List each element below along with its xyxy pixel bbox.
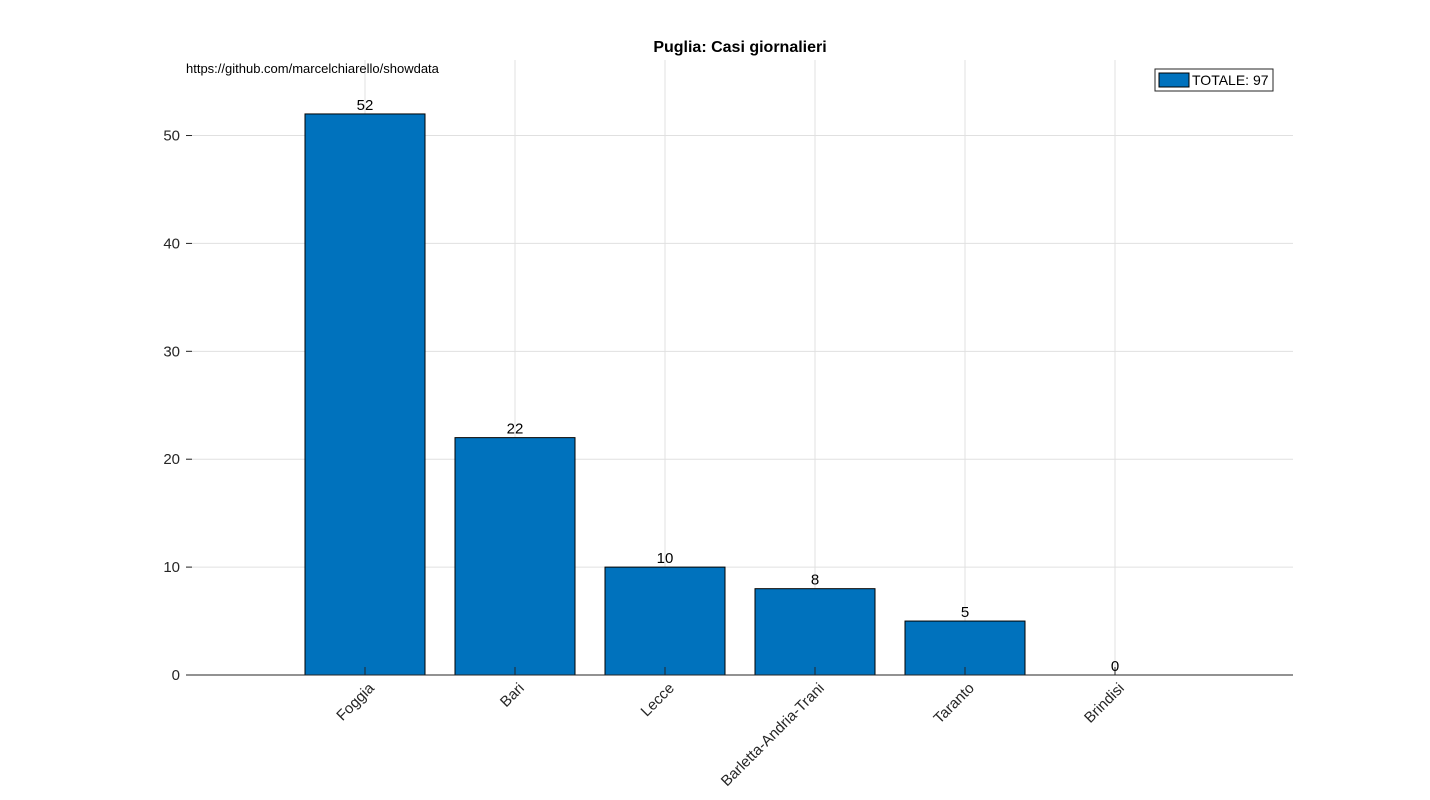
y-tick-label: 30 — [163, 343, 180, 360]
y-tick-label: 10 — [163, 559, 180, 576]
bars-layer — [304, 113, 1026, 676]
y-tick-label: 0 — [172, 667, 180, 684]
bar — [454, 437, 576, 676]
bar-value-label: 0 — [1111, 658, 1119, 675]
bar-value-label: 8 — [811, 572, 819, 589]
x-category-label: Lecce — [638, 680, 678, 720]
x-category-label: Brindisi — [1081, 680, 1128, 727]
bar — [754, 588, 876, 676]
bar — [304, 113, 426, 676]
legend-label: TOTALE: 97 — [1192, 72, 1269, 88]
bar-value-label: 5 — [961, 604, 969, 621]
axes-layer — [186, 135, 1293, 676]
bar-value-label: 52 — [357, 97, 374, 114]
x-category-label: Barletta-Andria-Trani — [718, 680, 828, 790]
legend-swatch — [1158, 72, 1190, 88]
x-category-label: Taranto — [930, 680, 977, 727]
x-category-label: Bari — [497, 680, 528, 711]
y-tick-label: 50 — [163, 128, 180, 145]
y-tick-label: 20 — [163, 451, 180, 468]
chart-title: Puglia: Casi giornalieri — [653, 39, 826, 56]
bar — [904, 620, 1026, 676]
legend: TOTALE: 97 — [1154, 68, 1274, 92]
x-category-label: Foggia — [333, 679, 378, 724]
bar — [604, 566, 726, 676]
source-link-text: https://github.com/marcelchiarello/showd… — [186, 61, 440, 76]
y-tick-label: 40 — [163, 235, 180, 252]
bar-value-label: 22 — [507, 421, 524, 438]
bar-value-label: 10 — [657, 550, 674, 567]
